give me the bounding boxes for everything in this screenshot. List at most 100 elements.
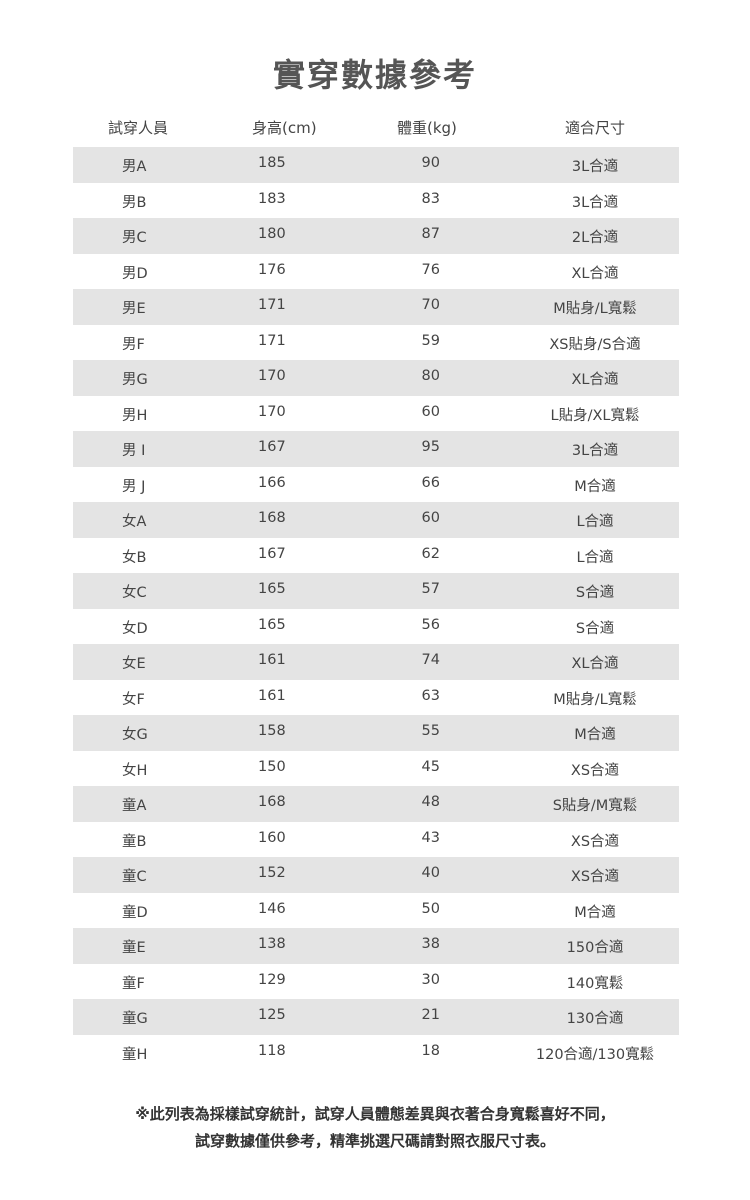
weight-value: 56 (421, 616, 440, 633)
size-value: S貼身/M寬鬆 (552, 798, 638, 814)
height-value: 146 (258, 900, 286, 917)
table-row: 童C 152 40 XS合適 (73, 857, 679, 893)
size-value: XS貼身/S合適 (549, 336, 641, 353)
height-value: 165 (258, 616, 286, 633)
weight-value: 30 (421, 971, 440, 988)
size-value: M貼身/L寬鬆 (553, 691, 637, 708)
table-row: 男 J 166 66 M合適 (73, 467, 679, 503)
size-value: L貼身/XL寬鬆 (550, 407, 640, 424)
weight-value: 90 (421, 155, 440, 171)
height-value: 161 (258, 687, 286, 704)
height-value: 165 (258, 581, 286, 597)
table-row: 男A 185 90 3L合適 (73, 147, 679, 183)
table-row: 女H 150 45 XS合適 (73, 751, 679, 787)
tester-name: 女D (122, 620, 148, 637)
header-weight: 體重(kg) (397, 119, 457, 137)
tester-name: 童E (122, 940, 146, 956)
size-value: XS合適 (570, 833, 620, 850)
height-value: 171 (258, 297, 286, 313)
height-value: 170 (258, 403, 286, 420)
height-value: 183 (258, 190, 286, 207)
size-value: XS合適 (570, 869, 620, 885)
tester-name: 男F (122, 336, 145, 353)
weight-value: 62 (421, 545, 440, 562)
size-value: M合適 (574, 727, 616, 743)
table-row: 男H 170 60 L貼身/XL寬鬆 (73, 396, 679, 432)
table-row: 男C 180 87 2L合適 (73, 218, 679, 254)
weight-value: 74 (421, 652, 440, 668)
height-value: 150 (258, 758, 286, 775)
height-value: 158 (258, 723, 286, 739)
table-row: 童G 125 21 130合適 (73, 999, 679, 1035)
weight-value: 59 (421, 332, 440, 349)
table-row: 童A 168 48 S貼身/M寬鬆 (73, 786, 679, 822)
weight-value: 40 (421, 865, 440, 881)
weight-value: 21 (421, 1007, 440, 1023)
size-value: XL合適 (571, 265, 619, 282)
tester-name: 女G (122, 727, 148, 743)
tester-name: 女F (122, 691, 145, 708)
tester-name: 女B (122, 549, 147, 566)
size-value: L合適 (576, 549, 614, 566)
tester-name: 男H (122, 407, 148, 424)
header-tester: 試穿人員 (108, 119, 169, 137)
table-row: 男B 183 83 3L合適 (73, 183, 679, 219)
height-value: 180 (258, 226, 286, 242)
table-row: 男 I 167 95 3L合適 (73, 431, 679, 467)
weight-value: 80 (421, 368, 440, 384)
header-height: 身高(cm) (252, 119, 317, 137)
table-row: 男F 171 59 XS貼身/S合適 (73, 325, 679, 361)
tester-name: 男B (122, 194, 147, 211)
table-row: 童D 146 50 M合適 (73, 893, 679, 929)
height-value: 152 (258, 865, 286, 881)
size-value: M合適 (574, 478, 616, 495)
height-value: 176 (258, 261, 286, 278)
size-value: 120合適/130寬鬆 (535, 1046, 655, 1063)
table-row: 童H 118 18 120合適/130寬鬆 (73, 1035, 679, 1071)
weight-value: 60 (421, 403, 440, 420)
tester-name: 男G (122, 372, 148, 388)
size-value: 150合適 (566, 940, 624, 956)
tester-name: 男C (122, 230, 147, 246)
weight-value: 55 (421, 723, 440, 739)
tester-name: 童G (122, 1011, 148, 1027)
height-value: 167 (258, 439, 286, 455)
height-value: 168 (258, 510, 286, 526)
tester-name: 男A (122, 159, 147, 175)
note-line-1: ※此列表為採樣試穿統計，試穿人員體態差異與衣著合身寬鬆喜好不同， (135, 1105, 615, 1123)
fit-data-table: 男A 185 90 3L合適 男B 183 83 3L合適 男C 180 87 2L合適 男D 176 76… (73, 147, 679, 1070)
tester-name: 童A (122, 798, 147, 814)
weight-value: 57 (421, 581, 440, 597)
size-value: 3L合適 (571, 159, 619, 175)
size-value: XS合適 (570, 762, 620, 779)
size-value: L合適 (576, 514, 614, 530)
table-row: 童B 160 43 XS合適 (73, 822, 679, 858)
weight-value: 95 (421, 439, 440, 455)
table-row: 女E 161 74 XL合適 (73, 644, 679, 680)
tester-name: 女A (122, 514, 147, 530)
table-row: 男E 171 70 M貼身/L寬鬆 (73, 289, 679, 325)
size-value: 3L合適 (571, 443, 619, 459)
weight-value: 83 (421, 190, 440, 207)
size-value: 3L合適 (571, 194, 619, 211)
table-row: 男D 176 76 XL合適 (73, 254, 679, 290)
size-value: XL合適 (571, 372, 619, 388)
page-title: 實穿數據參考 (272, 56, 477, 94)
table-row: 女B 167 62 L合適 (73, 538, 679, 574)
weight-value: 63 (421, 687, 440, 704)
size-value: S合適 (575, 620, 615, 637)
tester-name: 童C (122, 869, 147, 885)
weight-value: 76 (421, 261, 440, 278)
weight-value: 50 (421, 900, 440, 917)
table-row: 女D 165 56 S合適 (73, 609, 679, 645)
table-row: 女C 165 57 S合適 (73, 573, 679, 609)
weight-value: 66 (421, 474, 440, 491)
tester-name: 女C (122, 585, 147, 601)
weight-value: 70 (421, 297, 440, 313)
size-value: 2L合適 (571, 230, 619, 246)
height-value: 118 (258, 1042, 286, 1059)
weight-value: 43 (421, 829, 440, 846)
weight-value: 60 (421, 510, 440, 526)
size-value: 140寬鬆 (566, 975, 624, 992)
weight-value: 48 (421, 794, 440, 810)
